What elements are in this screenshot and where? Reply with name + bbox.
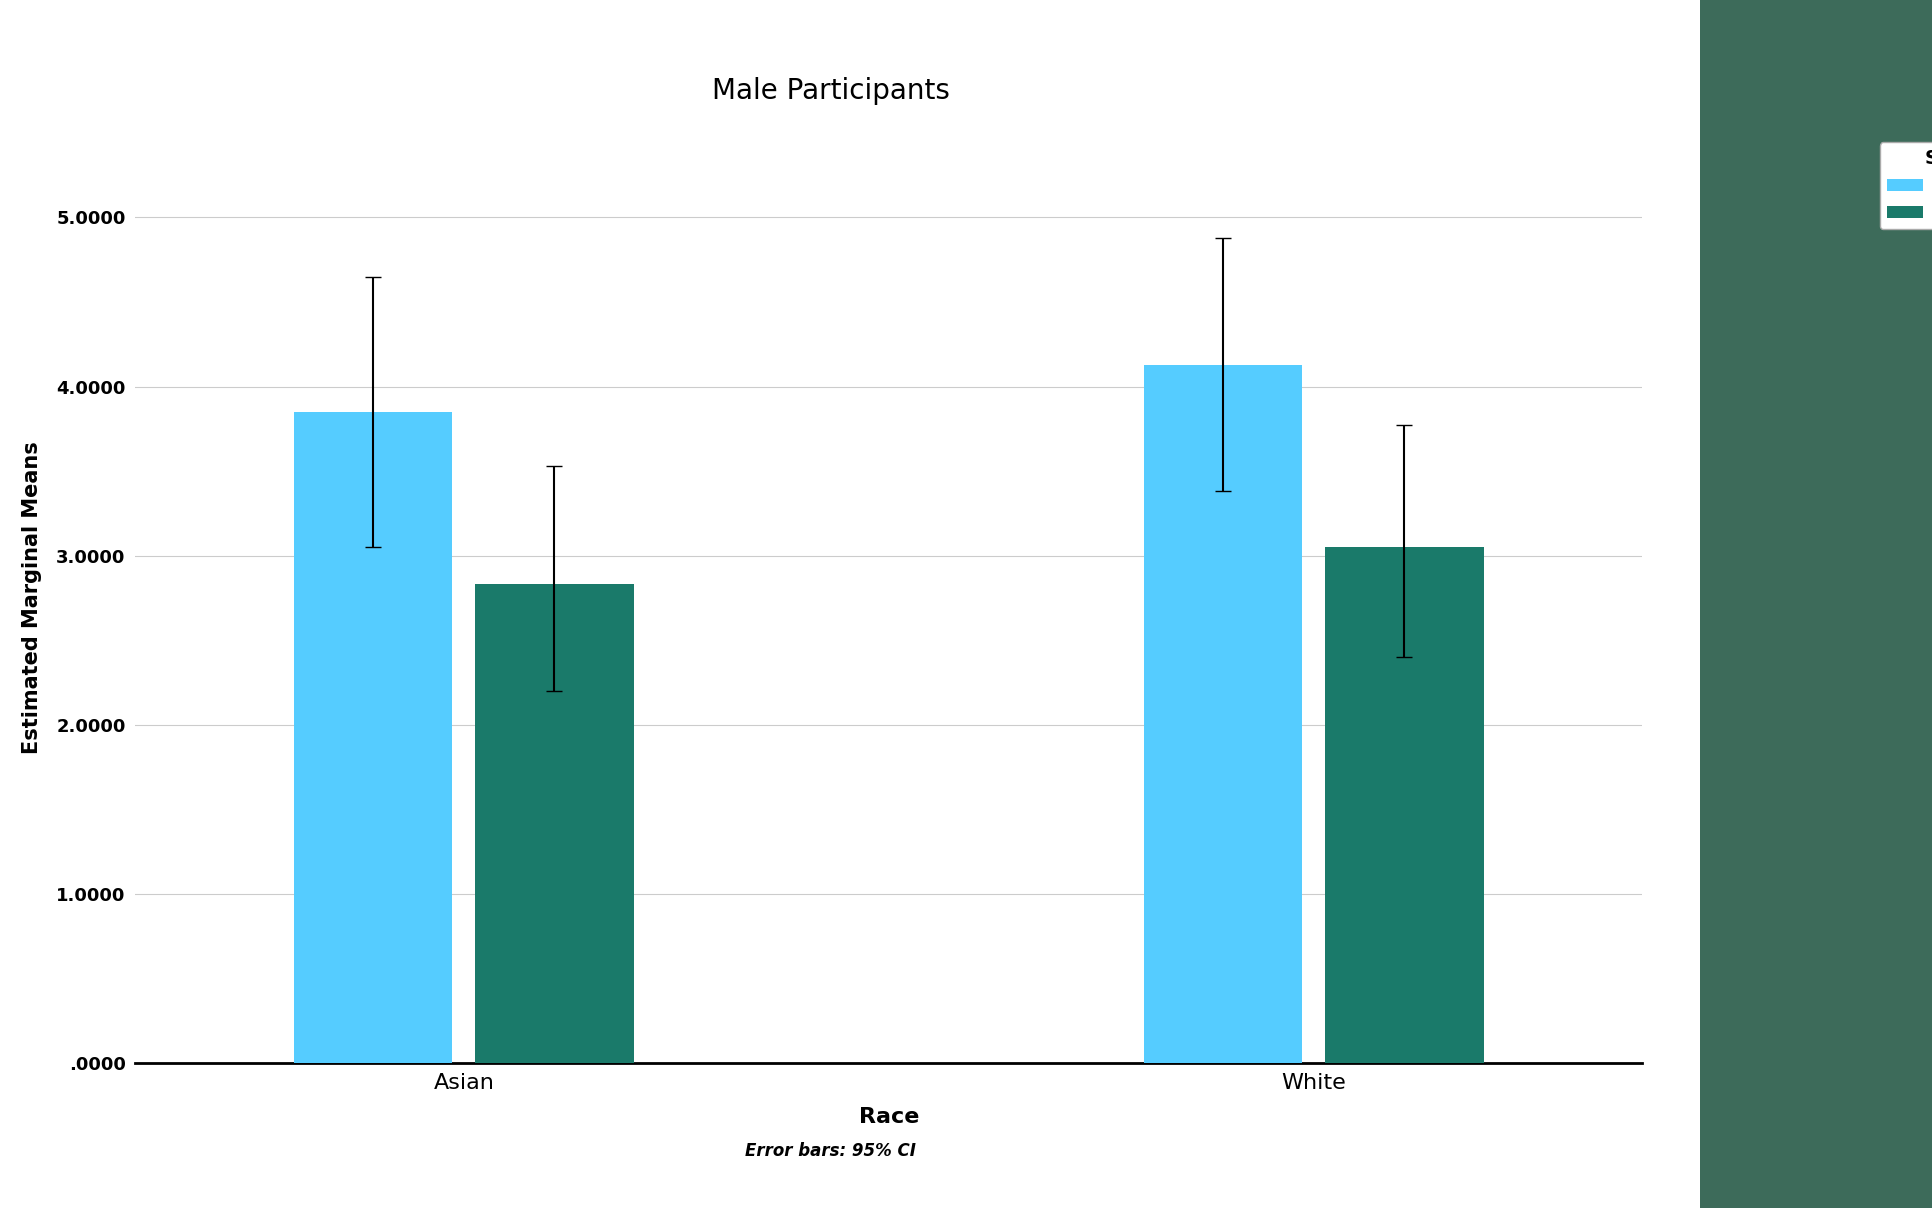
Text: Male Participants: Male Participants (711, 76, 951, 105)
Bar (294, 412, 452, 1063)
Bar (1325, 547, 1484, 1063)
X-axis label: Race: Race (858, 1107, 920, 1127)
Text: Error bars: 95% CI: Error bars: 95% CI (746, 1142, 916, 1160)
Bar (1144, 365, 1302, 1063)
Legend: Female, Male: Female, Male (1880, 141, 1932, 230)
Bar (475, 585, 634, 1063)
Y-axis label: Estimated Marginal Means: Estimated Marginal Means (23, 442, 43, 754)
